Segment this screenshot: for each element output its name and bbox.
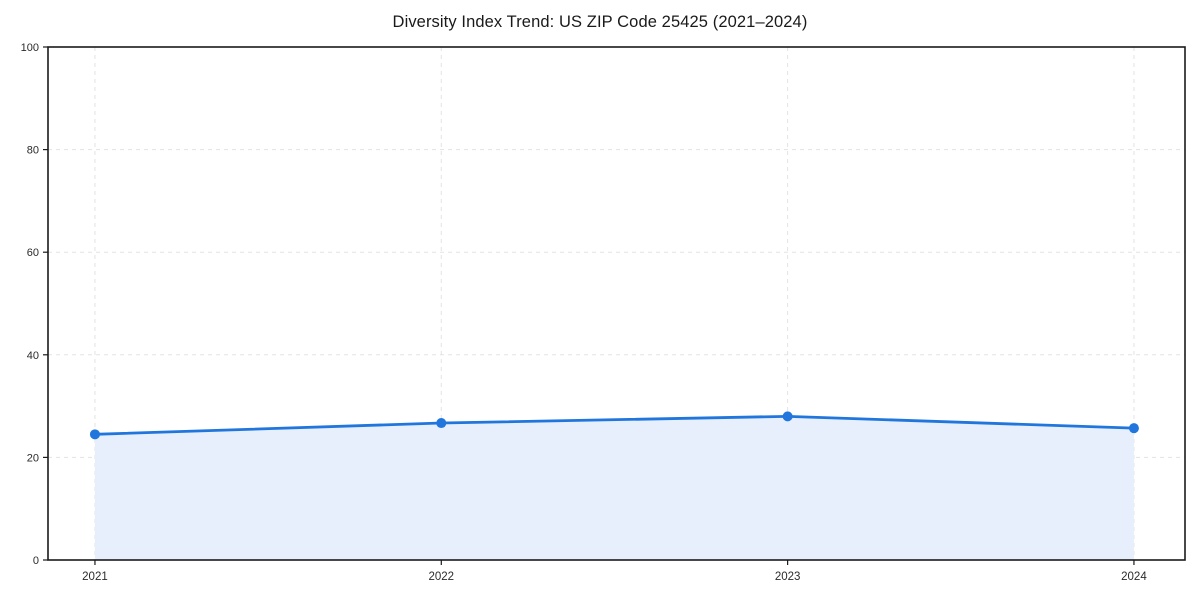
data-point-marker [782,411,793,422]
x-tick-label: 2023 [775,571,801,583]
area-fill [94,416,1134,560]
y-tick-label: 100 [21,42,39,54]
y-tick-label: 60 [27,247,39,259]
x-tick-label: 2024 [1121,571,1147,583]
trend-line [93,414,1136,436]
x-tick-label: 2022 [428,571,454,583]
data-point-marker [89,429,100,440]
data-point-marker [436,418,447,429]
y-tick-label: 80 [27,145,39,157]
plot-border [47,46,1186,561]
y-tick-label: 0 [33,555,39,567]
x-tick-label: 2021 [82,571,108,583]
data-point-marker [1128,423,1139,434]
chart-title: Diversity Index Trend: US ZIP Code 25425… [392,13,808,31]
y-tick-label: 20 [27,452,39,464]
y-tick-label: 40 [27,350,39,362]
